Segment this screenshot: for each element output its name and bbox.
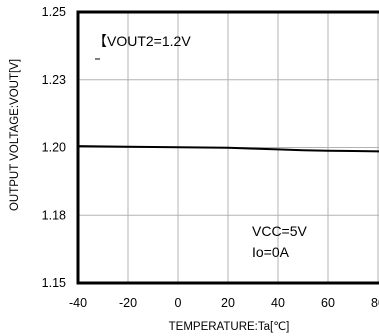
- io-annotation: Io=0A: [252, 244, 290, 260]
- x-tick-label: 60: [321, 296, 335, 310]
- x-axis-label: TEMPERATURE:Ta[℃]: [169, 321, 290, 333]
- y-tick-label: 1.20: [42, 141, 66, 155]
- x-tick-labels: -40 -20 0 20 40 60 80: [69, 296, 379, 310]
- x-tick-label: 20: [221, 296, 235, 310]
- x-tick-label: -40: [69, 296, 87, 310]
- vcc-annotation: VCC=5V: [252, 223, 308, 239]
- y-tick-label: 1.15: [42, 276, 66, 290]
- y-axis-label: OUTPUT VOLTAGE:VOUT[V]: [9, 59, 21, 211]
- x-tick-label: -20: [119, 296, 137, 310]
- y-tick-label: 1.25: [42, 5, 66, 19]
- plot-frame: [76, 10, 379, 285]
- y-tick-labels: 1.15 1.18 1.20 1.23 1.25: [42, 5, 66, 290]
- grid-lines: [78, 12, 379, 283]
- series-group: [77, 145, 379, 153]
- y-tick-label: 1.18: [42, 208, 66, 222]
- y-tick-label: 1.23: [42, 73, 66, 87]
- series-line: [77, 145, 379, 153]
- x-tick-label: 80: [371, 296, 379, 310]
- x-tick-label: 0: [175, 296, 182, 310]
- vout2-annotation: 【VOUT2=1.2V: [93, 33, 191, 49]
- x-tick-label: 40: [271, 296, 285, 310]
